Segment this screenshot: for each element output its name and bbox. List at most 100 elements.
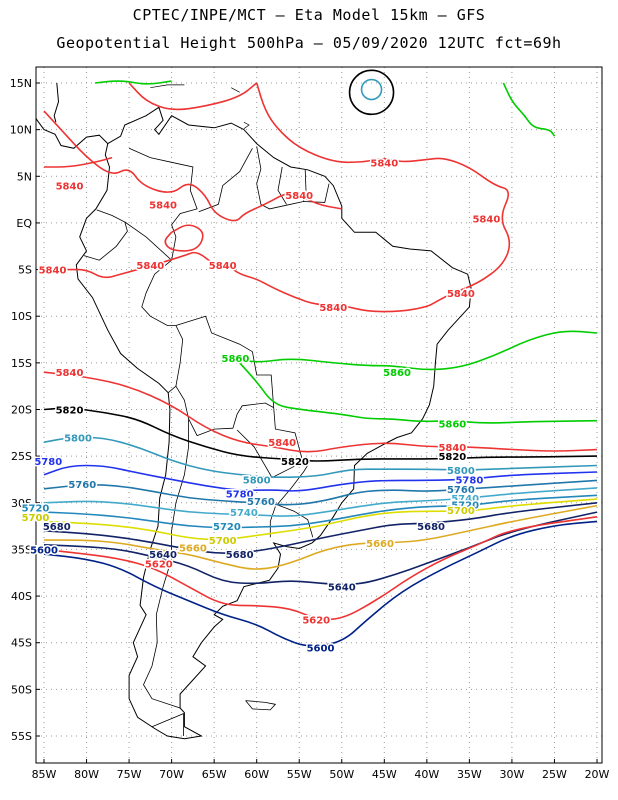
contour-line xyxy=(128,82,258,111)
contour-line xyxy=(43,371,598,453)
lat-tick-label: 10S xyxy=(11,310,32,323)
lat-tick-label: 50S xyxy=(11,683,32,696)
contour-line xyxy=(43,516,598,621)
contour-label: 5800 xyxy=(447,466,475,477)
lat-lon-grid xyxy=(36,67,602,763)
contour-label: 5840 xyxy=(56,368,84,379)
contour-label: 5800 xyxy=(64,433,92,444)
contour-label: 5840 xyxy=(370,158,398,169)
contour-label: 5700 xyxy=(22,513,50,524)
country-border xyxy=(175,385,274,437)
lat-tick-label: 55S xyxy=(11,730,32,743)
contour-line xyxy=(43,504,598,570)
contour-label: 5780 xyxy=(34,457,62,468)
contour-label: 5840 xyxy=(149,200,177,211)
island-outline xyxy=(243,121,250,129)
contour-label: 5760 xyxy=(447,485,475,496)
contour-label: 5780 xyxy=(455,475,483,486)
contour-label: 5860 xyxy=(222,354,250,365)
lat-tick-label: 20S xyxy=(11,404,32,417)
contour-line xyxy=(164,224,204,252)
geopotential-contours xyxy=(43,69,598,647)
contour-label: 5840 xyxy=(472,214,500,225)
central-america-caribbean-coast xyxy=(53,82,60,123)
contour-label: 5680 xyxy=(43,522,71,533)
central-america-coastline xyxy=(36,117,109,149)
south-america-coastline xyxy=(75,106,472,740)
contour-label: 5840 xyxy=(447,289,475,300)
contour-label: 5840 xyxy=(319,303,347,314)
contour-label: 5600 xyxy=(307,643,335,654)
island-outline xyxy=(150,84,185,89)
closed-contour xyxy=(348,69,395,116)
contour-line xyxy=(43,407,598,462)
contour-label: 5840 xyxy=(136,261,164,272)
lat-tick-label: EQ xyxy=(16,217,32,230)
contour-line xyxy=(44,156,113,168)
latitude-axis: 15N 10N 5N EQ 5S 10S 15S 20S 25S 30S 35S 40S 45S 50S 5… xyxy=(10,77,40,743)
island-outline xyxy=(231,87,240,93)
contour-line xyxy=(44,82,511,313)
map-title-line-1: CPTEC/INPE/MCT – Eta Model 15km – GFS xyxy=(132,6,486,24)
contour-line xyxy=(235,330,598,371)
lon-tick-label: 75W xyxy=(117,768,142,781)
lon-tick-label: 45W xyxy=(372,768,397,781)
lon-tick-label: 85W xyxy=(32,768,57,781)
map-frame xyxy=(35,66,603,764)
contour-label: 5720 xyxy=(451,501,479,512)
contour-line xyxy=(43,502,598,555)
contour-label: 5620 xyxy=(145,559,173,570)
contour-line xyxy=(43,520,598,647)
contour-label: 5740 xyxy=(230,508,258,519)
contour-label: 5740 xyxy=(451,494,479,505)
contour-line xyxy=(43,511,598,586)
falklands-outline xyxy=(245,700,277,711)
lon-tick-label: 30W xyxy=(499,768,524,781)
lon-tick-label: 35W xyxy=(457,768,482,781)
contour-label: 5600 xyxy=(30,545,58,556)
contour-label: 5860 xyxy=(438,419,466,430)
contour-line xyxy=(43,436,598,479)
contour-label: 5840 xyxy=(39,266,67,277)
lat-tick-label: 5S xyxy=(18,264,32,277)
contour-line xyxy=(43,110,342,222)
contour-label: 5640 xyxy=(328,583,356,594)
contour-label: 5840 xyxy=(268,438,296,449)
lon-tick-label: 70W xyxy=(159,768,184,781)
lat-tick-label: 15N xyxy=(10,77,32,90)
lon-tick-label: 40W xyxy=(414,768,439,781)
closed-contour xyxy=(360,78,383,101)
country-border xyxy=(167,325,184,394)
contour-label: 5820 xyxy=(56,406,84,417)
lat-tick-label: 30S xyxy=(11,497,32,510)
contour-label: 5840 xyxy=(285,191,313,202)
contour-label: 5700 xyxy=(447,506,475,517)
lat-tick-label: 15S xyxy=(11,357,32,370)
contour-line xyxy=(43,487,598,517)
contour-labels: 5840 5840 5840 5840 5840 5840 5840 5840 5840 5840… xyxy=(20,157,502,656)
contour-line xyxy=(234,357,598,424)
contour-line xyxy=(43,498,598,541)
contour-label: 5620 xyxy=(302,615,330,626)
country-border xyxy=(276,462,310,505)
lon-tick-label: 20W xyxy=(585,768,610,781)
contour-label: 5840 xyxy=(56,182,84,193)
country-border xyxy=(151,713,184,736)
lat-tick-label: 40S xyxy=(11,590,32,603)
contour-label: 5840 xyxy=(438,443,466,454)
contour-line xyxy=(94,80,172,85)
contour-label: 5820 xyxy=(281,457,309,468)
contour-line xyxy=(502,82,556,137)
country-border xyxy=(198,148,253,213)
contour-label: 5680 xyxy=(417,522,445,533)
country-border xyxy=(269,506,276,538)
contour-label: 5820 xyxy=(438,452,466,463)
contour-label: 5760 xyxy=(247,497,275,508)
lon-tick-label: 25W xyxy=(542,768,567,781)
longitude-axis: 85W 80W 75W 70W 65W 60W 55W 50W 45W 40W 35W 30W 25W 2… xyxy=(32,759,610,781)
contour-line xyxy=(43,479,598,506)
contour-label: 5720 xyxy=(22,503,50,514)
contour-line xyxy=(43,464,598,492)
lat-tick-label: 10N xyxy=(10,124,32,137)
